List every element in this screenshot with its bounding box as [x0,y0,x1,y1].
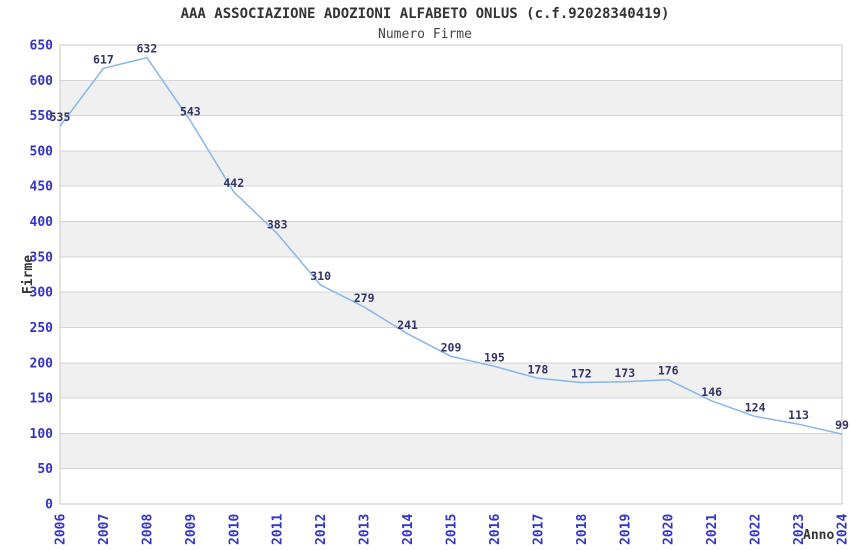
x-tick-label: 2020 [662,514,677,545]
x-tick-label: 2022 [749,514,764,545]
plot-border [59,44,843,505]
plot-band [60,256,842,293]
plot-band [60,362,842,399]
plot-band [60,433,842,469]
x-tick-label: 2018 [575,514,590,545]
y-tick-label: 600 [30,74,54,89]
x-axis-title: Anno [803,528,834,543]
data-label: 113 [788,408,809,422]
x-tick-label: 2009 [184,514,199,545]
y-tick-label: 650 [30,39,54,54]
x-tick-label: 2012 [314,514,329,545]
data-label: 195 [484,350,505,364]
plot-band [60,398,842,434]
data-label: 124 [745,400,766,414]
x-tick-label: 2006 [54,514,69,545]
data-label: 310 [310,269,331,283]
plot-band [60,115,842,151]
y-axis-title: Firme [21,255,36,294]
y-tick-label: 100 [30,427,54,442]
y-tick-label: 0 [45,498,53,513]
data-label: 172 [571,367,592,381]
y-tick-label: 550 [30,109,54,124]
data-label: 173 [614,366,635,380]
series-line [59,56,843,435]
x-tick-label: 2021 [705,514,720,545]
x-tick-label: 2007 [97,514,112,545]
data-label: 383 [267,218,288,232]
y-tick-label: 300 [30,286,54,301]
plot-band [60,80,842,116]
plot-band [60,150,842,187]
plot-band [60,186,842,222]
x-tick-label: 2016 [488,514,503,545]
plot-band [60,468,842,504]
plot-band [60,45,842,81]
data-label: 178 [527,362,548,376]
x-tick-label: 2015 [445,514,460,545]
data-label: 146 [701,385,722,399]
x-tick-label: 2011 [271,514,286,545]
x-tick-label: 2024 [836,514,850,545]
y-tick-label: 500 [30,144,54,159]
data-label: 99 [835,418,849,432]
x-tick-label: 2023 [792,514,807,545]
data-label: 442 [223,176,244,190]
y-tick-label: 250 [30,321,54,336]
chart-subtitle: Numero Firme [378,27,472,42]
y-tick-label: 450 [30,180,54,195]
data-label: 279 [354,291,375,305]
y-tick-label: 50 [37,462,53,477]
x-tick-label: 2010 [227,514,242,545]
y-tick-label: 350 [30,250,54,265]
y-tick-label: 400 [30,215,54,230]
data-label: 617 [93,52,114,66]
data-label: 535 [50,110,71,124]
y-tick-label: 200 [30,356,54,371]
x-tick-label: 2017 [531,514,546,545]
data-label: 241 [397,318,418,332]
plot-band [60,221,842,257]
y-tick-label: 150 [30,392,54,407]
x-tick-label: 2013 [358,514,373,545]
data-label: 209 [441,340,462,354]
data-label: 632 [136,42,157,56]
plot-band [60,292,842,328]
data-label: 543 [180,105,201,119]
x-tick-label: 2019 [618,514,633,545]
x-tick-label: 2014 [401,514,416,545]
chart-title: AAA ASSOCIAZIONE ADOZIONI ALFABETO ONLUS… [180,6,670,22]
x-tick-label: 2008 [140,514,155,545]
data-label: 176 [658,364,679,378]
